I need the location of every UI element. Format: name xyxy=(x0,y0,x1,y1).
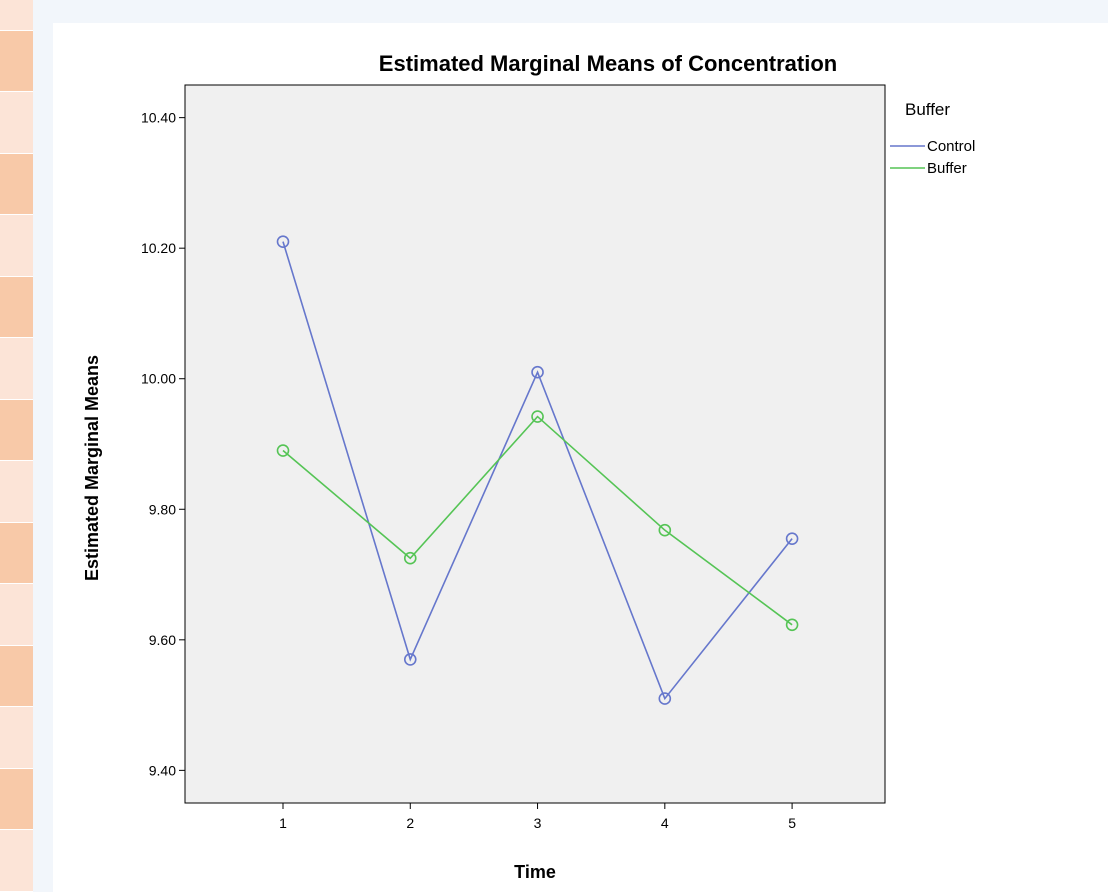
x-axis: 1 2 3 4 5 xyxy=(279,803,796,831)
y-tick-label: 9.60 xyxy=(149,632,176,648)
stripe-cell xyxy=(0,399,33,462)
x-tick-label: 1 xyxy=(279,815,287,831)
stripe-cell xyxy=(0,522,33,585)
chart-title: Estimated Marginal Means of Concentratio… xyxy=(379,51,837,76)
data-point-control xyxy=(403,653,417,666)
x-tick-label: 2 xyxy=(406,815,414,831)
stripe-gap xyxy=(33,0,53,892)
y-axis: 9.40 9.60 9.80 10.00 10.20 10.40 xyxy=(141,110,185,778)
legend: Buffer Control Buffer xyxy=(890,100,975,177)
data-point-buffer xyxy=(531,410,544,423)
x-axis-label: Time xyxy=(514,862,556,882)
x-tick-label: 5 xyxy=(788,815,796,831)
plot-area xyxy=(184,84,886,804)
y-tick-label: 10.20 xyxy=(141,240,176,256)
stripe-cell xyxy=(0,645,33,708)
data-point-buffer xyxy=(403,551,417,565)
legend-title: Buffer xyxy=(905,100,950,119)
stripe-cell xyxy=(0,707,33,769)
stripe-cell xyxy=(0,92,33,154)
stripe-cell xyxy=(0,584,33,646)
stripe-cell xyxy=(0,30,33,93)
stripe-cell xyxy=(0,276,33,339)
legend-label: Control xyxy=(927,138,975,155)
legend-label: Buffer xyxy=(927,160,967,177)
data-point-buffer xyxy=(785,618,799,632)
left-row-stripe xyxy=(0,0,33,892)
series-layer xyxy=(276,235,799,705)
stripe-cell xyxy=(0,768,33,831)
y-tick-label: 9.40 xyxy=(149,762,176,778)
data-point-buffer xyxy=(658,523,672,537)
y-tick-label: 9.80 xyxy=(149,501,176,517)
legend-items: Control Buffer xyxy=(890,138,975,177)
series-line-buffer xyxy=(282,415,793,626)
stripe-cell xyxy=(0,215,33,277)
line-chart: Estimated Marginal Means of Concentratio… xyxy=(82,51,975,882)
x-tick-label: 4 xyxy=(661,815,669,831)
x-tick-label: 3 xyxy=(534,815,542,831)
data-point-control xyxy=(658,692,672,705)
data-point-buffer xyxy=(276,444,290,457)
stripe-cell xyxy=(0,338,33,400)
data-point-control xyxy=(785,532,799,545)
data-point-control xyxy=(531,365,544,379)
y-tick-label: 10.00 xyxy=(141,371,176,387)
stripe-cell xyxy=(0,830,33,892)
stripe-cell xyxy=(0,461,33,523)
chart-panel: Estimated Marginal Means of Concentratio… xyxy=(53,23,1108,892)
stripe-cell xyxy=(0,0,33,31)
stripe-cell xyxy=(0,153,33,216)
y-tick-label: 10.40 xyxy=(141,110,176,126)
series-line-control xyxy=(282,241,793,701)
y-axis-label: Estimated Marginal Means xyxy=(82,355,102,581)
data-point-control xyxy=(276,235,290,248)
